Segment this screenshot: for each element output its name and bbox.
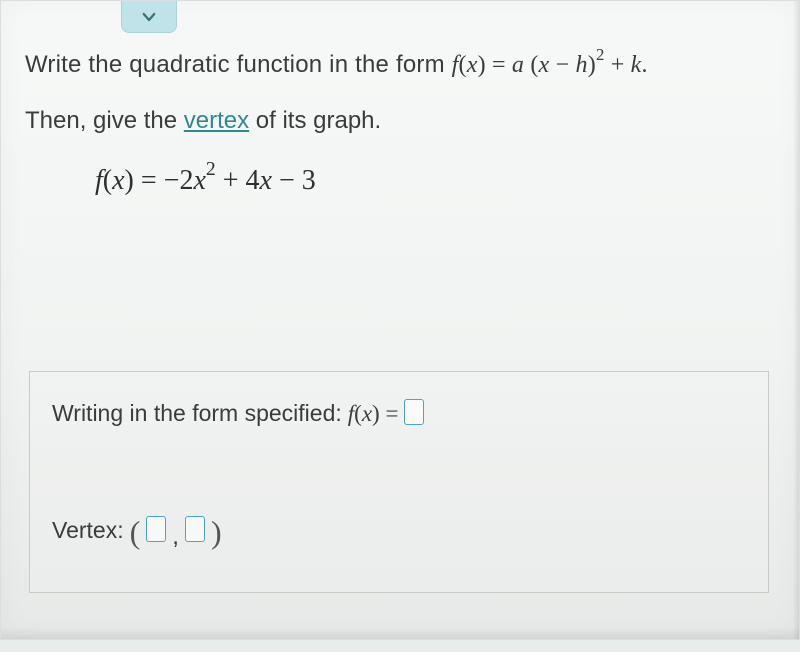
answer-input-vertex-y[interactable]	[185, 516, 205, 542]
page-edge-bottom	[1, 627, 799, 639]
fx-expression: f(x) =	[348, 401, 399, 427]
gf-eq: =	[134, 165, 164, 196]
gf-x2: x	[193, 165, 205, 196]
prompt-line-1: Write the quadratic function in the form…	[25, 51, 775, 79]
prompt-text-1: Write the quadratic function in the form	[25, 51, 452, 78]
paren-close: )	[211, 514, 222, 551]
vertex-label: Vertex:	[52, 517, 124, 544]
answer-input-form[interactable]	[404, 399, 424, 425]
prompt-line-2: Then, give the vertex of its graph.	[25, 107, 775, 135]
vertex-comma: ,	[172, 523, 179, 551]
dropdown-tab[interactable]	[121, 1, 177, 33]
paren-open: (	[130, 514, 141, 551]
gf-x1: x	[260, 165, 272, 196]
sym-h: h	[576, 52, 588, 78]
sym-lp: (	[524, 52, 538, 78]
gf-x: x	[112, 165, 124, 196]
answer-row-vertex: Vertex: ( , )	[52, 512, 222, 549]
gf-lp: (	[103, 165, 112, 196]
prompt-text-2b: of its graph.	[249, 107, 381, 134]
fx-rp: )	[372, 401, 380, 426]
sym-rp: )	[588, 52, 596, 78]
gf-f: f	[95, 165, 103, 196]
answer-row-form: Writing in the form specified: f(x) =	[52, 400, 424, 427]
sym-exp: 2	[596, 45, 605, 64]
answer-panel: Writing in the form specified: f(x) = Ve…	[29, 371, 769, 593]
question-content: Write the quadratic function in the form…	[25, 51, 775, 197]
sym-x2: x	[539, 52, 550, 78]
sym-k: k	[631, 52, 642, 78]
sym-a: a	[512, 52, 524, 78]
page-edge-right	[793, 1, 799, 639]
sym-f: f	[452, 52, 459, 78]
gf-exp: 2	[206, 159, 216, 180]
sym-minus: −	[549, 52, 575, 78]
fx-x: x	[362, 401, 372, 426]
chevron-down-icon	[140, 8, 158, 26]
fx-lp: (	[354, 401, 362, 426]
sym-plus: +	[605, 52, 631, 78]
prompt-text-2a: Then, give the	[25, 107, 184, 134]
gf-plus4: + 4	[216, 165, 260, 196]
worksheet-page: Write the quadratic function in the form…	[0, 0, 800, 640]
glossary-link-vertex[interactable]: vertex	[184, 107, 249, 134]
gf-minus3: − 3	[272, 165, 316, 196]
given-function: f(x) = −2x2 + 4x − 3	[95, 165, 775, 197]
sym-eq: =	[486, 52, 512, 78]
vertex-form-expression: f(x) = a (x − h)2 + k.	[452, 52, 648, 78]
gf-neg2: −2	[164, 165, 194, 196]
sym-dot: .	[642, 52, 648, 78]
sym-x: x	[467, 52, 478, 78]
gf-rp: )	[125, 165, 134, 196]
answer-input-vertex-x[interactable]	[146, 516, 166, 542]
fx-eq: =	[380, 401, 399, 426]
form-label: Writing in the form specified:	[52, 400, 342, 427]
